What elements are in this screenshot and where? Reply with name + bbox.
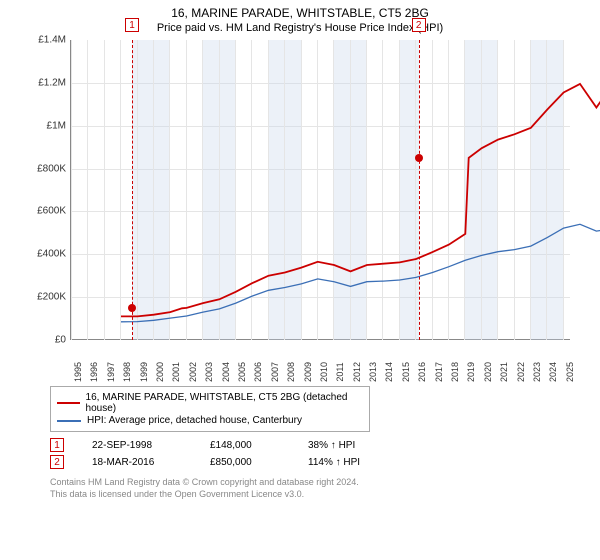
sale-marker-line xyxy=(419,40,420,340)
x-axis-tick-label: 2015 xyxy=(401,362,411,382)
sale-row-date: 22-SEP-1998 xyxy=(92,440,182,451)
x-axis-tick-label: 2006 xyxy=(253,362,263,382)
sale-row-marker: 1 xyxy=(50,438,64,452)
x-axis-tick-label: 1996 xyxy=(89,362,99,382)
x-axis-tick-label: 2017 xyxy=(434,362,444,382)
gridline xyxy=(104,40,105,340)
sale-row-price: £850,000 xyxy=(210,457,280,468)
sale-row-pct: 38% ↑ HPI xyxy=(308,440,388,451)
sale-marker-box: 1 xyxy=(125,18,139,32)
x-axis-tick-label: 2001 xyxy=(171,362,181,382)
chart-title: 16, MARINE PARADE, WHITSTABLE, CT5 2BG xyxy=(10,6,590,20)
x-axis-tick-label: 2023 xyxy=(532,362,542,382)
x-axis-tick-label: 2021 xyxy=(499,362,509,382)
sale-marker-box: 2 xyxy=(412,18,426,32)
sales-table: 1 22-SEP-1998 £148,000 38% ↑ HPI 2 18-MAR-201… xyxy=(50,438,590,469)
x-axis-tick-label: 2014 xyxy=(384,362,394,382)
gridline xyxy=(87,40,88,340)
sale-row-marker: 2 xyxy=(50,455,64,469)
x-axis-tick-label: 2011 xyxy=(335,362,345,381)
y-axis-tick-label: £800K xyxy=(22,163,66,174)
footer-line: This data is licensed under the Open Gov… xyxy=(50,489,590,501)
x-axis-tick-label: 2024 xyxy=(548,362,558,382)
y-axis-tick-label: £1M xyxy=(22,120,66,131)
y-axis-tick-label: £400K xyxy=(22,249,66,260)
x-axis-tick-label: 1995 xyxy=(73,362,83,382)
x-axis-tick-label: 1997 xyxy=(106,362,116,382)
x-axis-tick-label: 2004 xyxy=(221,362,231,382)
x-axis-tick-label: 2010 xyxy=(319,362,329,382)
sale-marker-dot xyxy=(128,304,136,312)
sale-row-date: 18-MAR-2016 xyxy=(92,457,182,468)
x-axis-tick-label: 2009 xyxy=(303,362,313,382)
legend: 16, MARINE PARADE, WHITSTABLE, CT5 2BG (… xyxy=(50,386,370,432)
x-axis-tick-label: 2002 xyxy=(188,362,198,382)
x-axis-tick-label: 2019 xyxy=(466,362,476,382)
sale-row-pct: 114% ↑ HPI xyxy=(308,457,388,468)
x-axis-tick-label: 2013 xyxy=(368,362,378,382)
sale-row: 1 22-SEP-1998 £148,000 38% ↑ HPI xyxy=(50,438,590,452)
legend-swatch xyxy=(57,420,81,422)
sale-marker-line xyxy=(132,40,133,340)
chart-area: £0£200K£400K£600K£800K£1M£1.2M£1.4M 12 1… xyxy=(20,40,580,380)
gridline xyxy=(71,40,72,340)
x-axis-tick-label: 2022 xyxy=(516,362,526,382)
x-axis-tick-label: 2008 xyxy=(286,362,296,382)
chart-container: 16, MARINE PARADE, WHITSTABLE, CT5 2BG P… xyxy=(0,0,600,560)
x-axis-tick-label: 2003 xyxy=(204,362,214,382)
series-hpi xyxy=(121,224,600,321)
x-axis-tick-label: 2025 xyxy=(565,362,575,382)
footer-line: Contains HM Land Registry data © Crown c… xyxy=(50,477,590,489)
x-axis-tick-label: 1998 xyxy=(122,362,132,382)
sale-row: 2 18-MAR-2016 £850,000 114% ↑ HPI xyxy=(50,455,590,469)
legend-swatch xyxy=(57,402,80,404)
y-axis-tick-label: £0 xyxy=(22,335,66,346)
y-axis-tick-label: £1.2M xyxy=(22,77,66,88)
legend-label: HPI: Average price, detached house, Cant… xyxy=(87,415,302,426)
x-axis-tick-label: 2016 xyxy=(417,362,427,382)
plot-region: 12 xyxy=(70,40,570,340)
legend-label: 16, MARINE PARADE, WHITSTABLE, CT5 2BG (… xyxy=(86,392,363,414)
x-axis-tick-label: 2020 xyxy=(483,362,493,382)
series-property xyxy=(121,84,600,317)
x-axis-tick-label: 2000 xyxy=(155,362,165,382)
legend-item: HPI: Average price, detached house, Cant… xyxy=(57,415,363,426)
x-axis-tick-label: 2005 xyxy=(237,362,247,382)
sale-marker-dot xyxy=(415,154,423,162)
y-axis-tick-label: £600K xyxy=(22,206,66,217)
x-axis-tick-label: 1999 xyxy=(139,362,149,382)
y-axis-tick-label: £200K xyxy=(22,292,66,303)
x-axis-tick-label: 2012 xyxy=(352,362,362,382)
chart-subtitle: Price paid vs. HM Land Registry's House … xyxy=(10,22,590,34)
y-axis-tick-label: £1.4M xyxy=(22,35,66,46)
legend-item: 16, MARINE PARADE, WHITSTABLE, CT5 2BG (… xyxy=(57,392,363,414)
line-series xyxy=(121,40,600,340)
footer-attribution: Contains HM Land Registry data © Crown c… xyxy=(50,477,590,500)
x-axis-tick-label: 2007 xyxy=(270,362,280,382)
x-axis-tick-label: 2018 xyxy=(450,362,460,382)
sale-row-price: £148,000 xyxy=(210,440,280,451)
